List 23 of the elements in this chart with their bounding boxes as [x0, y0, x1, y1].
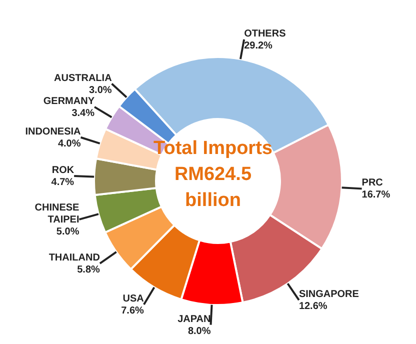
slice-label: SINGAPORE — [298, 289, 360, 300]
slice-label: AUSTRALIA — [54, 72, 112, 84]
slice-label: OTHERS — [244, 28, 286, 40]
data-label: 29.2% — [244, 40, 273, 52]
data-label: 3.4% — [72, 108, 95, 119]
data-label: 4.7% — [51, 177, 74, 188]
data-label: 12.6% — [298, 301, 328, 312]
slice-label: USA — [122, 293, 144, 304]
slice-label: JAPAN — [178, 314, 211, 325]
slice-label: THAILAND — [48, 252, 100, 264]
slice-label: INDONESIA — [25, 126, 81, 138]
slice-label: GERMANY — [43, 96, 95, 107]
data-label: 8.0% — [188, 326, 211, 337]
slice-label: ROK — [52, 165, 75, 176]
slice-label: CHINESE TAIPEI — [34, 202, 80, 226]
data-label: 4.0% — [58, 138, 81, 150]
data-label: 7.6% — [121, 305, 144, 316]
slice-label: PRC — [362, 178, 383, 189]
data-label: 5.0% — [56, 226, 80, 238]
text: Total Imports RM624.5 billion — [153, 137, 273, 213]
data-label: 5.8% — [77, 264, 100, 276]
data-label: 16.7% — [362, 190, 390, 201]
data-label: 3.0% — [89, 84, 112, 96]
